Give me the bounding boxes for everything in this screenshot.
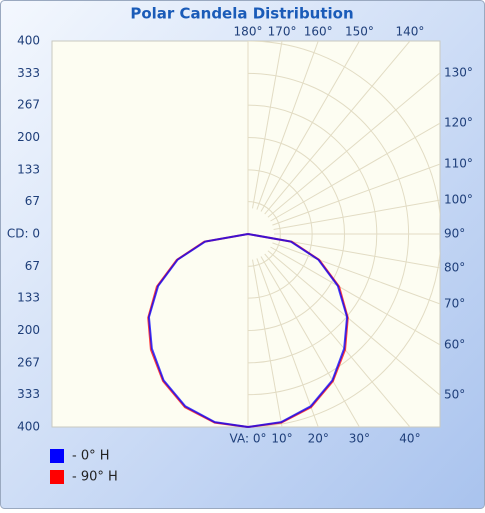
candela-curve — [247, 233, 349, 428]
legend-label: - 90° H — [72, 470, 118, 485]
y-tick-label: 133 — [17, 291, 40, 305]
angle-tick-label: 110° — [444, 157, 473, 171]
angle-tick-label: 130° — [444, 65, 473, 79]
curves — [147, 233, 349, 428]
angle-tick-label: 170° — [268, 25, 297, 39]
radial-line — [256, 41, 319, 210]
radial-line — [264, 41, 411, 215]
angle-tick-label: 70° — [444, 296, 465, 310]
y-tick-label: 400 — [17, 420, 40, 434]
angle-tick-label: 40° — [399, 432, 420, 446]
radial-line — [260, 41, 360, 212]
y-tick-label: 267 — [17, 98, 40, 112]
radial-line — [264, 253, 411, 427]
angle-tick-label: 120° — [444, 116, 473, 130]
y-tick-label: 67 — [25, 194, 40, 208]
radial-line — [272, 242, 440, 305]
angle-tick-label: 140° — [395, 25, 424, 39]
y-tick-label: 400 — [17, 34, 40, 48]
angle-tick-label: 180° — [234, 25, 263, 39]
radial-line — [267, 72, 440, 218]
angle-tick-label: 30° — [349, 432, 370, 446]
angle-tick-label: 20° — [308, 432, 329, 446]
angle-tick-label: 50° — [444, 388, 465, 402]
legend-swatch — [50, 470, 64, 484]
candela-curve — [147, 233, 249, 428]
y-tick-label: CD: 0 — [7, 227, 40, 241]
angle-tick-label: 160° — [304, 25, 333, 39]
angle-tick-label: 10° — [271, 432, 292, 446]
radial-line — [260, 256, 360, 427]
y-tick-label: 333 — [17, 66, 40, 80]
y-tick-label: 267 — [17, 355, 40, 369]
chart-title: Polar Candela Distribution — [130, 5, 353, 23]
y-tick-label: 133 — [17, 162, 40, 176]
y-tick-label: 200 — [17, 323, 40, 337]
angle-tick-label: 80° — [444, 260, 465, 274]
y-tick-label: 200 — [17, 130, 40, 144]
angle-tick-label: 90° — [444, 227, 465, 241]
legend-label: - 0° H — [72, 449, 110, 464]
radial-line — [272, 163, 440, 226]
radial-line — [252, 41, 283, 209]
legend-swatch — [50, 449, 64, 463]
radial-line — [252, 259, 283, 427]
radial-line — [267, 250, 440, 396]
y-tick-label: 67 — [25, 259, 40, 273]
y-tick-label: 333 — [17, 387, 40, 401]
radial-line — [273, 238, 440, 269]
angle-tick-label: 100° — [444, 193, 473, 207]
angle-tick-label: 150° — [345, 25, 374, 39]
radial-line — [273, 199, 440, 230]
radial-line — [256, 258, 319, 427]
grid-arc — [247, 41, 440, 427]
radial-line — [270, 122, 440, 222]
angle-tick-label: 60° — [444, 337, 465, 351]
angle-tick-label: VA: 0° — [230, 432, 267, 446]
radial-line — [270, 246, 440, 346]
